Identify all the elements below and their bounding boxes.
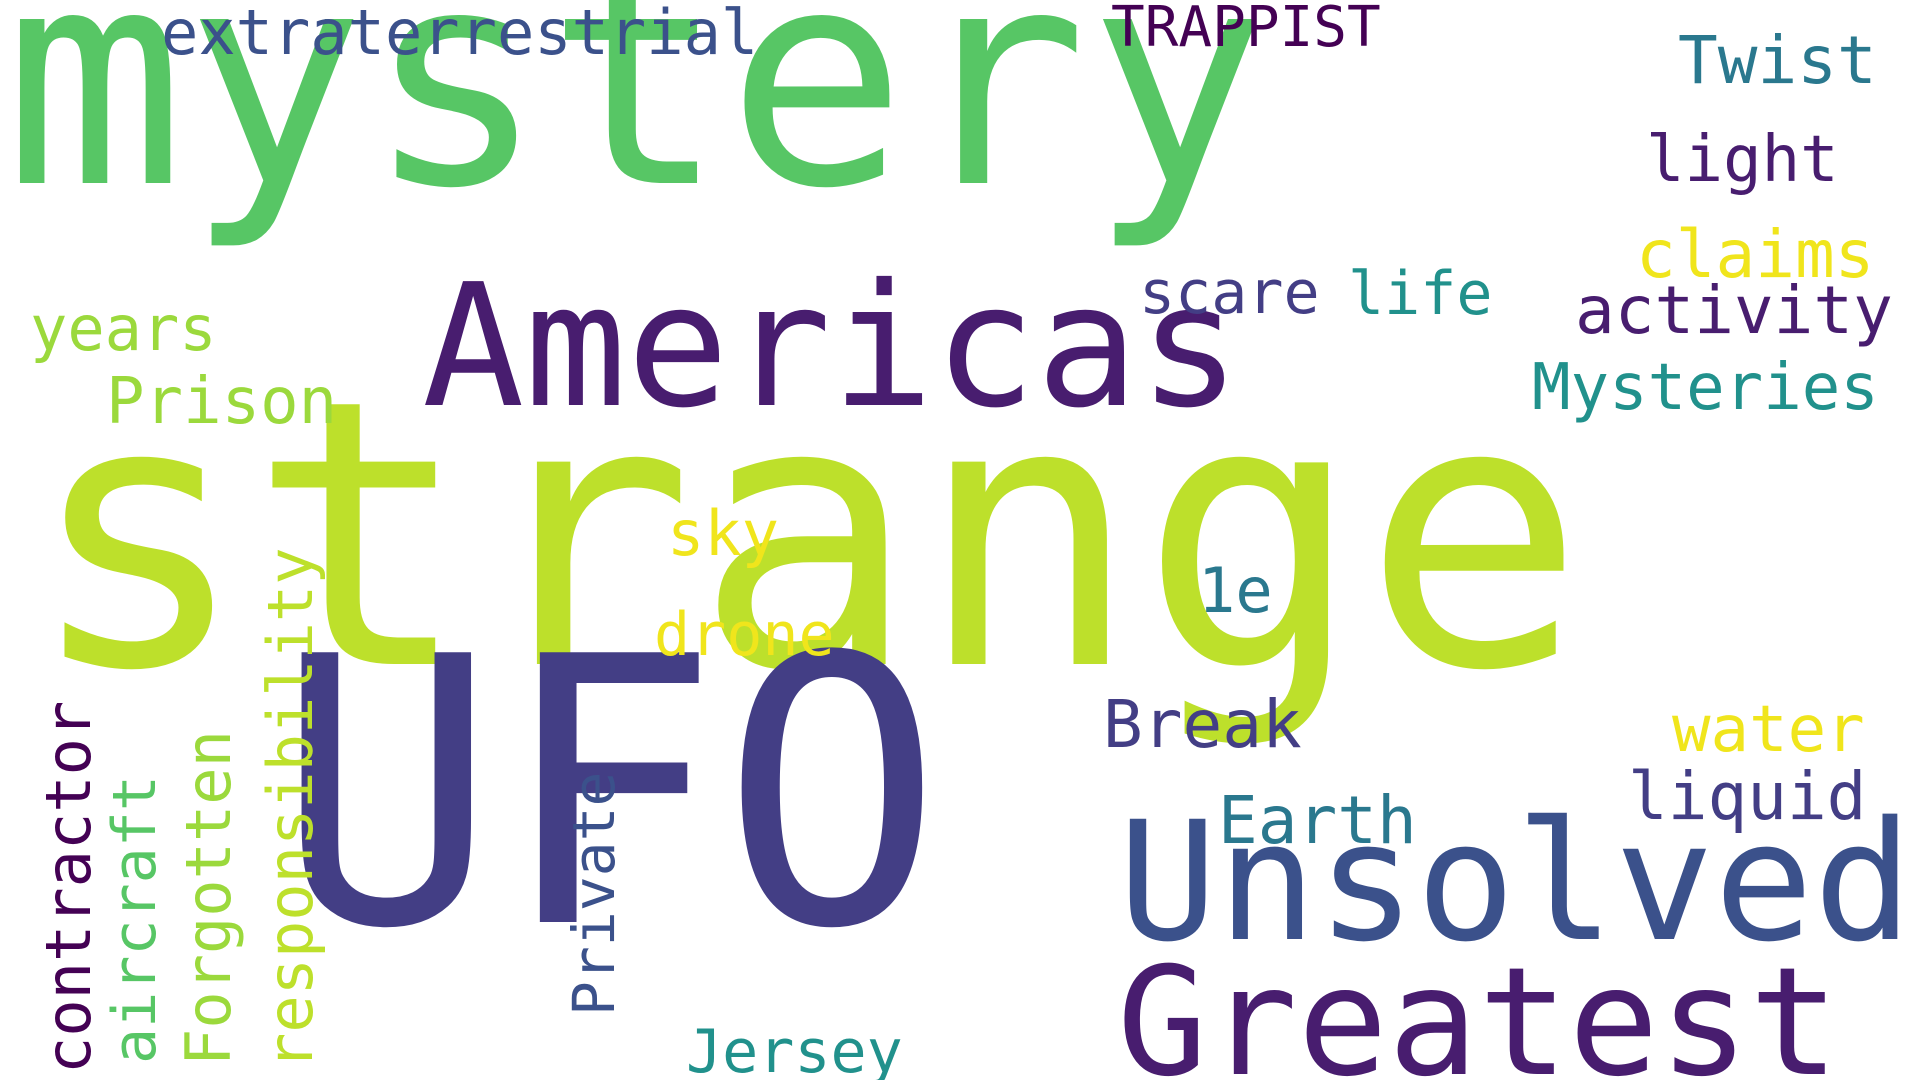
word-drone: drone	[654, 600, 835, 670]
word-1e: 1e	[1198, 554, 1273, 627]
word-break: Break	[1103, 686, 1302, 763]
word-twist: Twist	[1678, 22, 1877, 99]
word-unsolved: Unsolved	[1118, 786, 1913, 978]
word-water: water	[1672, 693, 1865, 767]
word-scare: scare	[1139, 258, 1320, 328]
word-contractor: contractor	[32, 700, 105, 1074]
word-mystery: mystery	[4, 0, 1269, 254]
word-life: life	[1348, 259, 1493, 329]
word-extraterrestrial: extraterrestrial	[161, 0, 759, 69]
word-strange: strange	[26, 322, 1586, 752]
word-activity: activity	[1575, 272, 1893, 349]
word-forgotten: Forgotten	[172, 730, 245, 1066]
word-liquid: liquid	[1628, 758, 1867, 835]
word-prison: Prison	[106, 365, 338, 439]
word-aircraft: aircraft	[100, 775, 170, 1064]
word-years: years	[30, 292, 217, 365]
word-greatest: Greatest	[1117, 936, 1840, 1080]
word-mysteries: Mysteries	[1532, 351, 1879, 425]
word-sky: sky	[667, 497, 779, 570]
word-light: light	[1646, 123, 1839, 197]
word-earth: Earth	[1218, 782, 1417, 859]
word-trappist: TRAPPIST	[1111, 0, 1381, 60]
word-responsibility: responsibility	[254, 547, 327, 1070]
word-ufo: UFO	[275, 580, 944, 1010]
word-jersey: Jersey	[686, 1017, 903, 1080]
word-americas: Americas	[422, 248, 1241, 446]
word-private: Private	[560, 771, 628, 1016]
word-claims: claims	[1636, 216, 1875, 293]
